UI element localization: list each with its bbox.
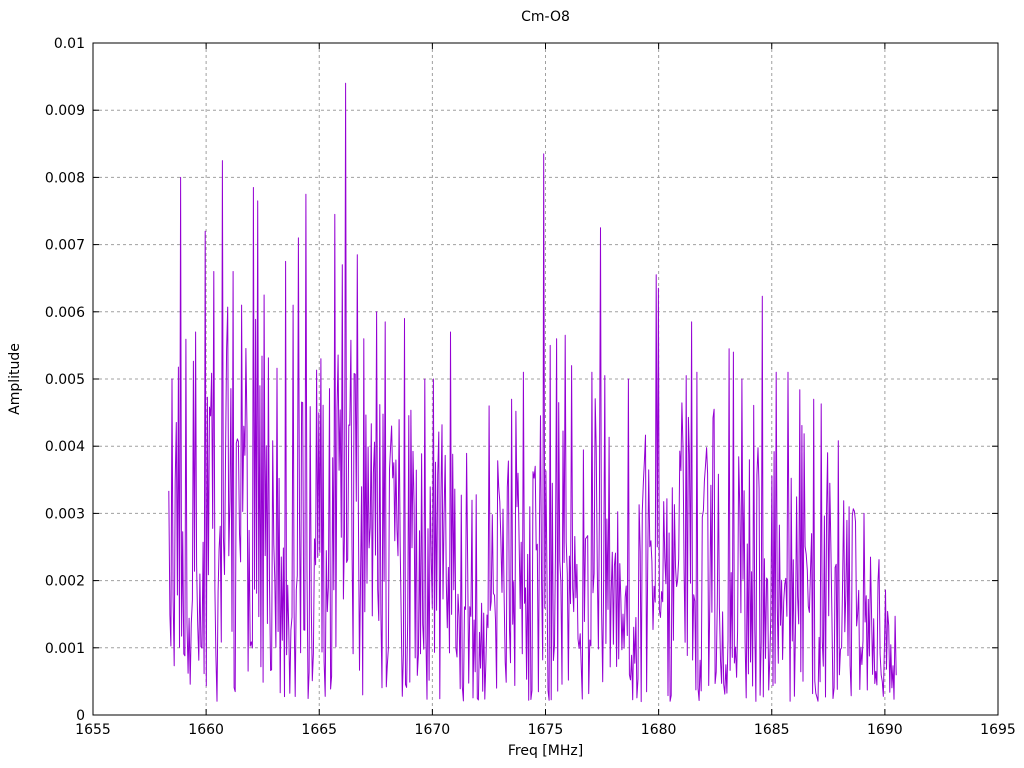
x-tick-label: 1660	[188, 722, 224, 738]
x-tick-label: 1695	[980, 722, 1016, 738]
y-tick-label: 0	[76, 708, 85, 724]
x-tick-label: 1665	[301, 722, 337, 738]
y-tick-label: 0.009	[45, 103, 85, 119]
x-tick-label: 1675	[528, 722, 564, 738]
y-tick-label: 0.004	[45, 439, 85, 455]
x-tick-label: 1690	[867, 722, 903, 738]
x-axis-title: Freq [MHz]	[507, 743, 584, 759]
chart-title: Cm-O8	[521, 9, 570, 25]
x-tick-label: 1685	[754, 722, 790, 738]
y-tick-label: 0.007	[45, 238, 85, 254]
spectrum-line	[168, 82, 897, 703]
y-tick-label: 0.01	[54, 36, 85, 52]
y-tick-label: 0.001	[45, 641, 85, 657]
y-tick-label: 0.005	[45, 372, 85, 388]
y-tick-label: 0.003	[45, 506, 85, 522]
y-tick-label: 0.008	[45, 170, 85, 186]
y-tick-label: 0.006	[45, 305, 85, 321]
y-tick-label: 0.002	[45, 574, 85, 590]
x-tick-label: 1680	[641, 722, 677, 738]
x-tick-label: 1670	[415, 722, 451, 738]
x-tick-label: 1655	[75, 722, 111, 738]
